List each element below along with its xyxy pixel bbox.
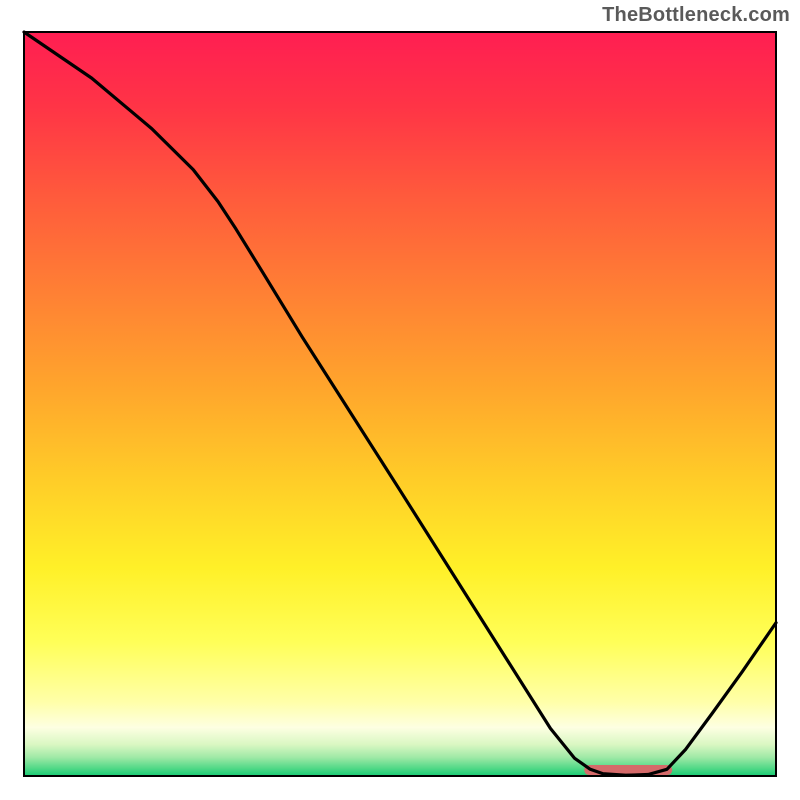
chart-container: TheBottleneck.com xyxy=(0,0,800,800)
gradient-background xyxy=(24,32,776,776)
bottleneck-chart xyxy=(0,0,800,800)
watermark-text: TheBottleneck.com xyxy=(602,4,790,27)
